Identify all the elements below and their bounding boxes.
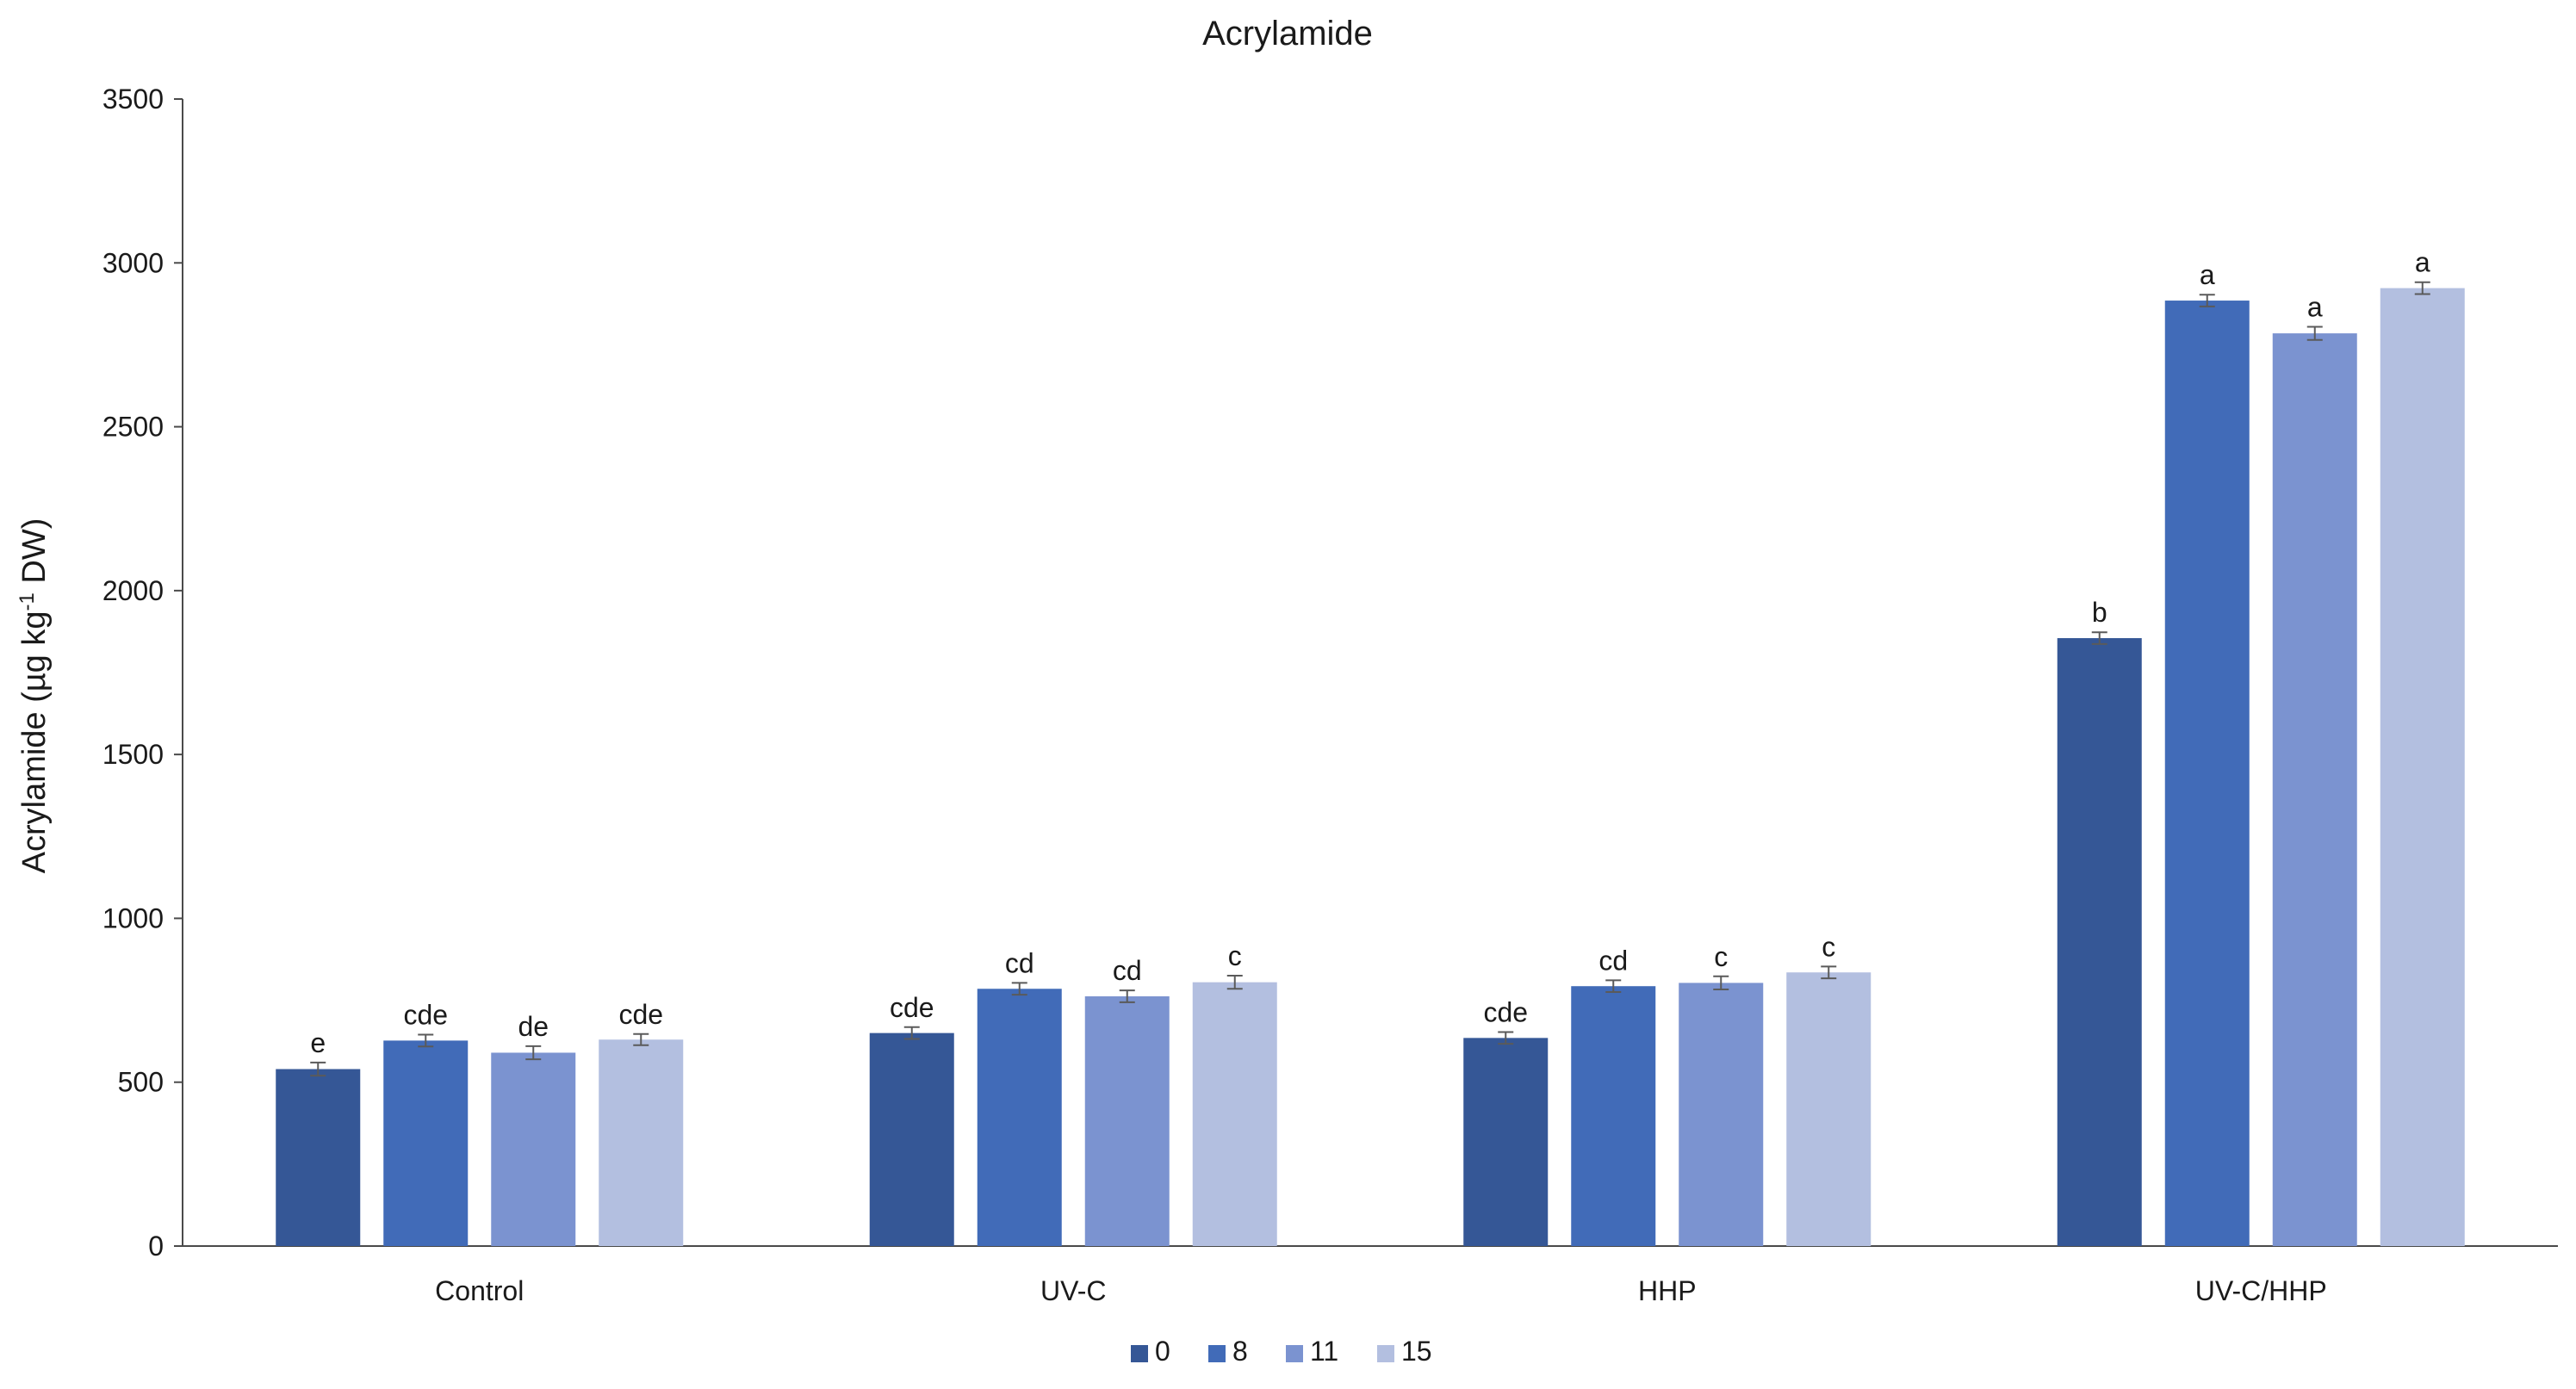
y-tick-label: 1000 — [102, 902, 164, 933]
legend-swatch — [1286, 1345, 1303, 1362]
significance-letter: cd — [1005, 947, 1034, 978]
y-tick-label: 2500 — [102, 412, 164, 443]
significance-letter: c — [1714, 941, 1728, 972]
x-ticks: Control UV-C HHP UV-C/HHP — [435, 1275, 2327, 1306]
bar — [1463, 1038, 1549, 1246]
significance-letter: cd — [1598, 945, 1628, 976]
legend-label: 0 — [1155, 1336, 1170, 1367]
bar — [2272, 333, 2357, 1246]
y-axis-label-superscript: -1 — [16, 592, 39, 611]
significance-letter: cd — [1113, 955, 1142, 986]
significance-letter: e — [310, 1027, 326, 1058]
y-axis-label-group: Acrylamide (µg kg-1 DW) — [16, 518, 53, 874]
y-tick-label: 500 — [118, 1067, 164, 1098]
chart-title: Acrylamide — [1202, 15, 1373, 53]
bar — [1571, 986, 1656, 1246]
y-tick-label: 1500 — [102, 739, 164, 770]
significance-letter: cde — [890, 992, 934, 1023]
significance-letter: cde — [403, 1000, 448, 1031]
bars — [276, 288, 2465, 1247]
significance-letter: a — [2307, 291, 2323, 322]
legend-swatch — [1208, 1345, 1226, 1362]
legend-label: 15 — [1401, 1336, 1432, 1367]
y-tick-label: 2000 — [102, 575, 164, 606]
axes — [182, 99, 2558, 1247]
error-bars — [310, 281, 2430, 1077]
bar — [1679, 983, 1764, 1246]
legend-label: 8 — [1232, 1336, 1248, 1367]
significance-letter: c — [1228, 940, 1242, 971]
legend-swatch — [1377, 1345, 1394, 1362]
significance-letter: a — [2415, 247, 2430, 278]
x-tick-label: Control — [435, 1275, 524, 1306]
legend: 0 8 11 15 — [1131, 1336, 1432, 1367]
significance-letter: a — [2200, 259, 2215, 290]
significance-letter: b — [2092, 597, 2107, 628]
x-tick-label: UV-C — [1040, 1275, 1106, 1306]
significance-letters: e cde de cde cde cd cd c cde cd c c b a a a — [310, 247, 2430, 1058]
bar — [2057, 638, 2142, 1246]
significance-letter: cde — [1483, 996, 1528, 1027]
bar — [1084, 996, 1170, 1246]
x-tick-label: HHP — [1638, 1275, 1697, 1306]
significance-letter: cde — [618, 999, 663, 1030]
bar — [276, 1069, 361, 1246]
legend-swatch — [1131, 1345, 1148, 1362]
bar — [599, 1039, 684, 1246]
bar — [2380, 288, 2465, 1246]
bar — [977, 989, 1062, 1246]
significance-letter: de — [518, 1011, 549, 1042]
bar — [383, 1040, 469, 1246]
y-axis-label: Acrylamide (µg kg-1 DW) — [16, 518, 53, 874]
legend-label: 11 — [1310, 1336, 1338, 1367]
y-axis-label-main: Acrylamide (µg kg — [16, 611, 53, 874]
y-ticks: 0 500 1000 1500 2000 2500 3000 3500 — [102, 84, 183, 1262]
significance-letter: c — [1822, 931, 1835, 962]
bar — [1192, 982, 1277, 1246]
y-axis-label-tail: DW) — [16, 518, 53, 593]
y-tick-label: 3500 — [102, 84, 164, 115]
x-tick-label: UV-C/HHP — [2195, 1275, 2327, 1306]
bar — [491, 1052, 576, 1246]
y-tick-label: 0 — [148, 1231, 164, 1262]
bar — [869, 1032, 954, 1246]
y-tick-label: 3000 — [102, 247, 164, 278]
bar — [2164, 301, 2250, 1247]
bar — [1786, 972, 1871, 1246]
